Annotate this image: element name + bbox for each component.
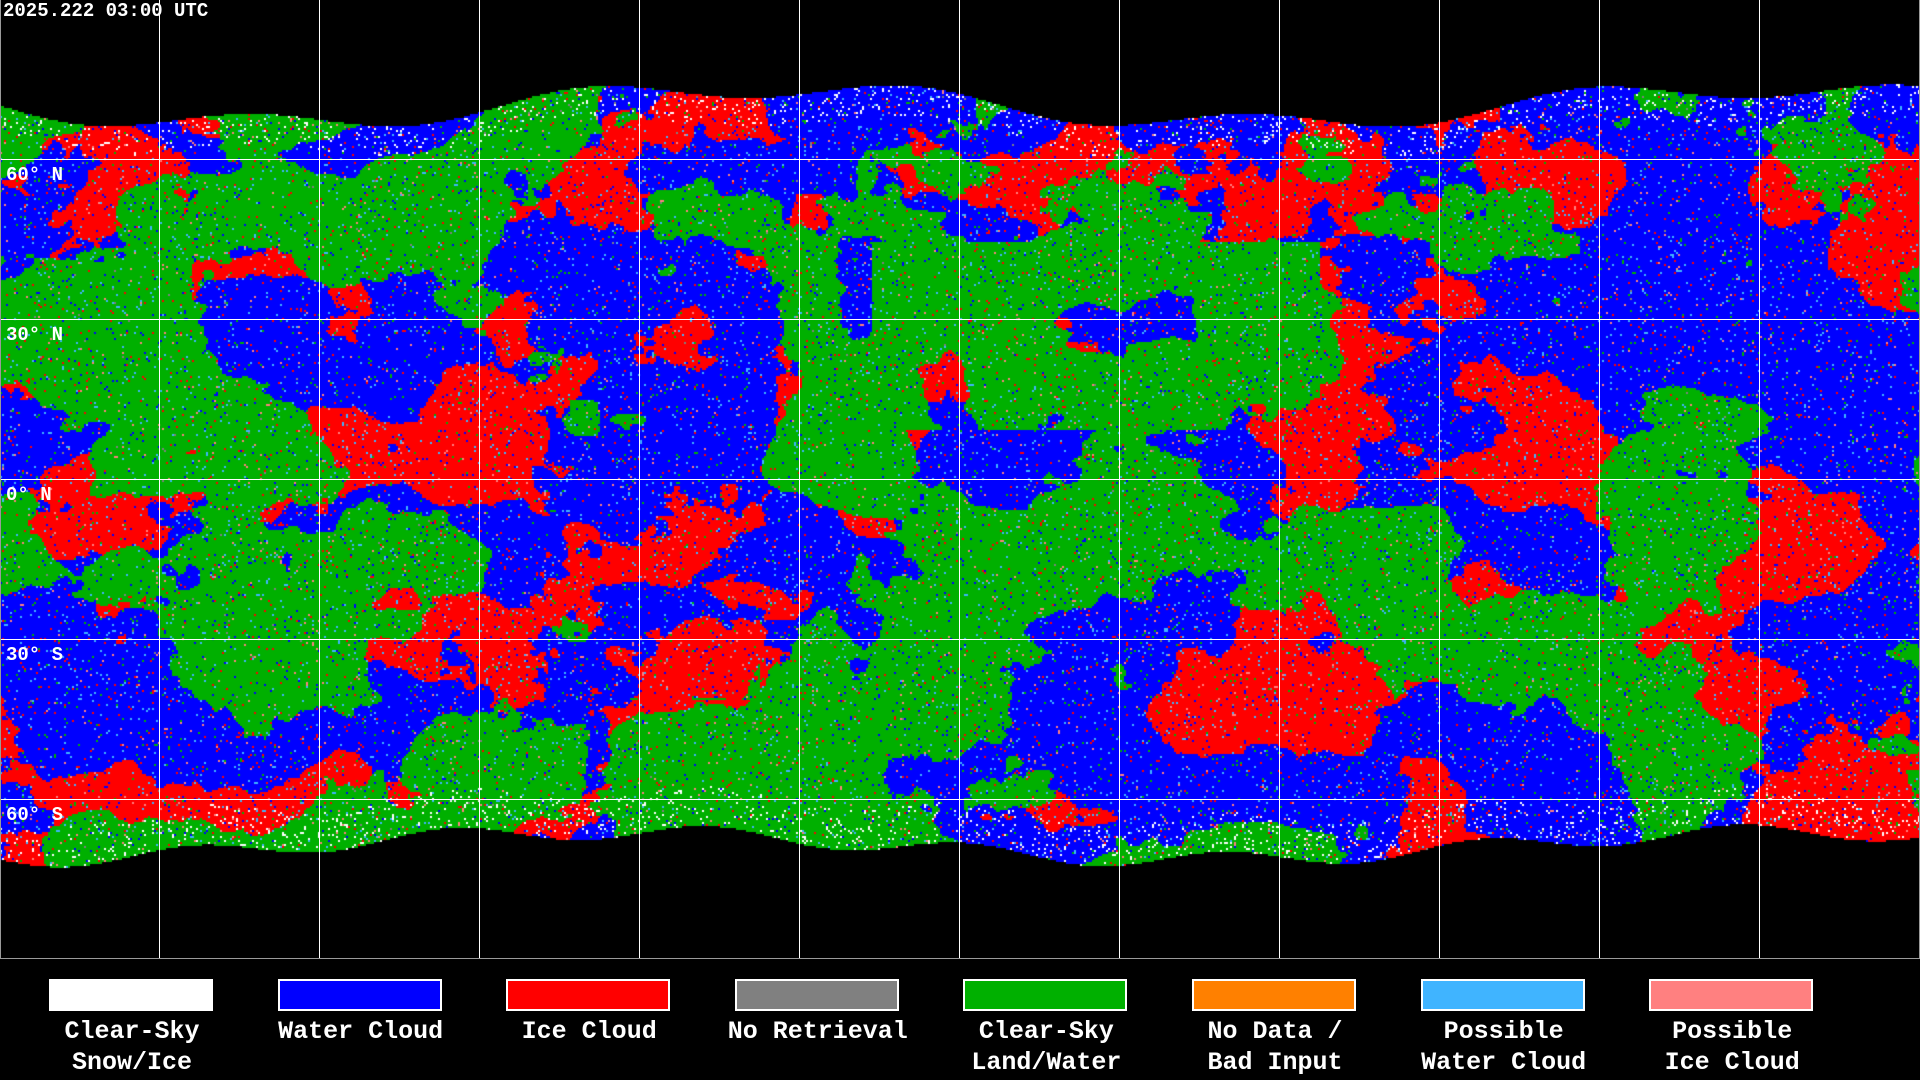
legend-swatch xyxy=(963,979,1128,1011)
legend-swatch xyxy=(506,979,671,1011)
legend-label-line: No Data / xyxy=(1207,1017,1343,1046)
legend-item: Clear-Sky Land/Water xyxy=(963,979,1128,1078)
legend-label: Clear-Sky Land/Water xyxy=(931,1016,1161,1078)
legend-label-line: Clear-Sky xyxy=(64,1017,200,1046)
legend-label: Ice Cloud xyxy=(474,1016,704,1047)
legend-item: No Retrieval xyxy=(728,979,908,1047)
legend-swatch xyxy=(277,979,442,1011)
legend-label-line: Bad Input xyxy=(1207,1048,1343,1077)
legend-item: Possible Ice Cloud xyxy=(1649,979,1814,1078)
latitude-gridline xyxy=(0,479,1920,480)
legend-label-line: Water Cloud xyxy=(1421,1048,1587,1077)
legend-label: Clear-Sky Snow/Ice xyxy=(17,1016,247,1078)
legend-label-line: Snow/Ice xyxy=(71,1048,193,1077)
legend-label-line: No Retrieval xyxy=(727,1017,908,1046)
legend-label-line: Clear-Sky xyxy=(978,1017,1114,1046)
legend-swatch xyxy=(1649,979,1814,1011)
legend-item: Ice Cloud xyxy=(506,979,671,1047)
legend-label-line: Land/Water xyxy=(971,1048,1122,1077)
cloud-phase-map: 2025.222 03:00 UTC 60° N 30° N 0° N 30° … xyxy=(0,0,1920,960)
legend-label-line: Ice Cloud xyxy=(521,1017,657,1046)
legend-swatch xyxy=(1420,979,1585,1011)
lat-label-30s: 30° S xyxy=(6,644,64,666)
legend-item: No Data / Bad Input xyxy=(1192,979,1357,1078)
legend-label-line: Ice Cloud xyxy=(1664,1048,1800,1077)
legend-label: No Retrieval xyxy=(703,1016,933,1047)
legend-label-line: Water Cloud xyxy=(278,1017,444,1046)
legend-label: Possible Ice Cloud xyxy=(1617,1016,1847,1078)
legend-item: Possible Water Cloud xyxy=(1420,979,1586,1078)
legend-swatch xyxy=(734,979,899,1011)
lat-label-30n: 30° N xyxy=(6,324,64,346)
legend-label-line: Possible xyxy=(1672,1017,1793,1046)
legend-label: No Data / Bad Input xyxy=(1160,1016,1390,1078)
latitude-gridline xyxy=(0,159,1920,160)
lat-label-60s: 60° S xyxy=(6,804,64,826)
lat-label-equator: 0° N xyxy=(6,484,52,506)
legend-label: Water Cloud xyxy=(246,1016,476,1047)
latitude-gridline xyxy=(0,319,1920,320)
latitude-gridline xyxy=(0,639,1920,640)
latitude-gridline xyxy=(0,799,1920,800)
cloud-phase-raster xyxy=(0,0,1920,960)
legend-label-line: Possible xyxy=(1443,1017,1564,1046)
timestamp: 2025.222 03:00 UTC xyxy=(3,0,209,22)
legend-swatch xyxy=(1192,979,1356,1011)
legend-item: Clear-Sky Snow/Ice xyxy=(49,979,214,1078)
legend-swatch xyxy=(49,979,213,1011)
legend-item: Water Cloud xyxy=(277,979,443,1047)
legend-label: Possible Water Cloud xyxy=(1389,1016,1619,1078)
lat-label-60n: 60° N xyxy=(6,164,64,186)
